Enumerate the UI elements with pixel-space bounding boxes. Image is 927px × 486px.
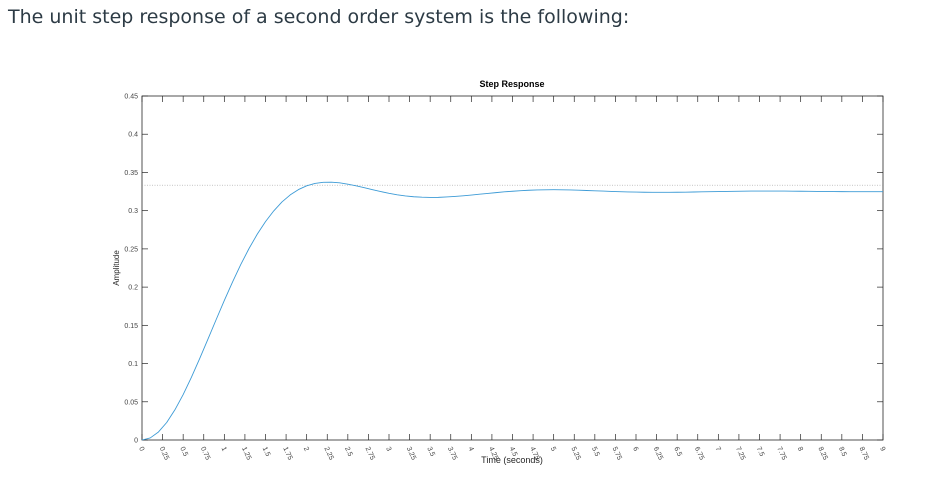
x-tick-label: 8.75 — [858, 446, 870, 461]
x-tick-label: 3.75 — [446, 446, 458, 461]
y-tick-label: 0 — [134, 438, 138, 445]
x-tick-label: 2.5 — [343, 446, 354, 458]
x-tick-label: 3.5 — [425, 446, 436, 458]
x-tick-label: 3 — [384, 446, 392, 453]
x-tick-label: 0 — [137, 446, 145, 453]
x-tick-label: 9 — [878, 446, 886, 453]
step-response-line — [141, 181, 883, 441]
x-tick-label: 6 — [631, 446, 639, 453]
x-tick-label: 1.25 — [240, 446, 252, 461]
x-tick-label: 7.5 — [755, 446, 766, 458]
y-tick-label: 0.35 — [124, 170, 138, 177]
x-tick-label: 8.25 — [816, 446, 828, 461]
x-tick-label: 7 — [714, 446, 722, 453]
y-tick-label: 0.2 — [128, 285, 138, 292]
y-tick-label: 0.25 — [124, 246, 138, 253]
x-tick-label: 6.75 — [693, 446, 705, 461]
y-tick-label: 0.15 — [124, 323, 138, 330]
x-tick-label: 4.5 — [508, 446, 519, 458]
y-tick-label: 0.3 — [128, 208, 138, 215]
plot-frame — [141, 95, 884, 441]
chart-title: Step Response — [479, 79, 544, 89]
x-tick-label: 5.75 — [611, 446, 623, 461]
x-tick-label: 5.25 — [569, 446, 581, 461]
plot-series — [141, 181, 883, 441]
x-tick-label: 0.5 — [178, 446, 189, 458]
y-tick-label: 0.45 — [124, 94, 138, 101]
x-tick-label: 0.75 — [199, 446, 211, 461]
x-tick-label: 7.75 — [775, 446, 787, 461]
x-tick-label: 2 — [302, 446, 310, 453]
x-tick-label: 2.25 — [322, 446, 334, 461]
x-tick-label: 5.5 — [590, 446, 601, 458]
x-tick-label: 1.75 — [281, 446, 293, 461]
x-tick-label: 1.5 — [261, 446, 272, 458]
y-tick-label: 0.4 — [128, 132, 138, 139]
x-tick-label: 2.75 — [364, 446, 376, 461]
x-axis-label: Time (seconds) — [481, 455, 543, 465]
question-text: The unit step response of a second order… — [8, 6, 630, 28]
x-tick-label: 8.5 — [837, 446, 848, 458]
y-axis-label: Amplitude — [112, 250, 121, 286]
x-tick-label: 6.25 — [652, 446, 664, 461]
x-tick-label: 8 — [796, 446, 804, 453]
x-tick-label: 3.25 — [405, 446, 417, 461]
x-tick-label: 1 — [220, 446, 228, 453]
y-tick-label: 0.1 — [128, 361, 138, 368]
y-tick-label: 0.05 — [124, 399, 138, 406]
x-tick-label: 4 — [467, 446, 475, 453]
x-tick-label: 7.25 — [734, 446, 746, 461]
x-tick-label: 6.5 — [672, 446, 683, 458]
plot-axes: 0 0.25 0.5 0.75 1 1.25 1.5 1.75 2 2.25 2.5 2.75 3 3.2… — [124, 94, 886, 462]
x-tick-label: 5 — [549, 446, 557, 453]
plot-labels: Step Response Time (seconds) Amplitude — [112, 79, 545, 465]
x-tick-label: 0.25 — [158, 446, 170, 461]
